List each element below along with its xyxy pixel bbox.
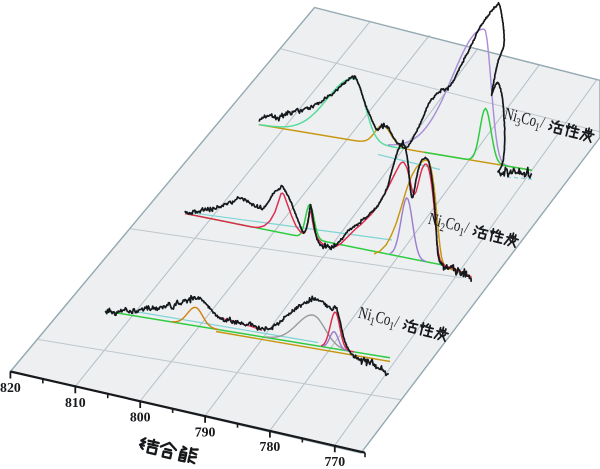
svg-text:800: 800 [130,410,151,425]
svg-text:770: 770 [324,454,345,469]
svg-text:780: 780 [260,439,281,454]
svg-text:Ni3Co1/: Ni3Co1/ [502,104,547,135]
svg-text:810: 810 [65,395,86,410]
svg-text:790: 790 [195,424,216,439]
svg-text:820: 820 [0,380,21,395]
